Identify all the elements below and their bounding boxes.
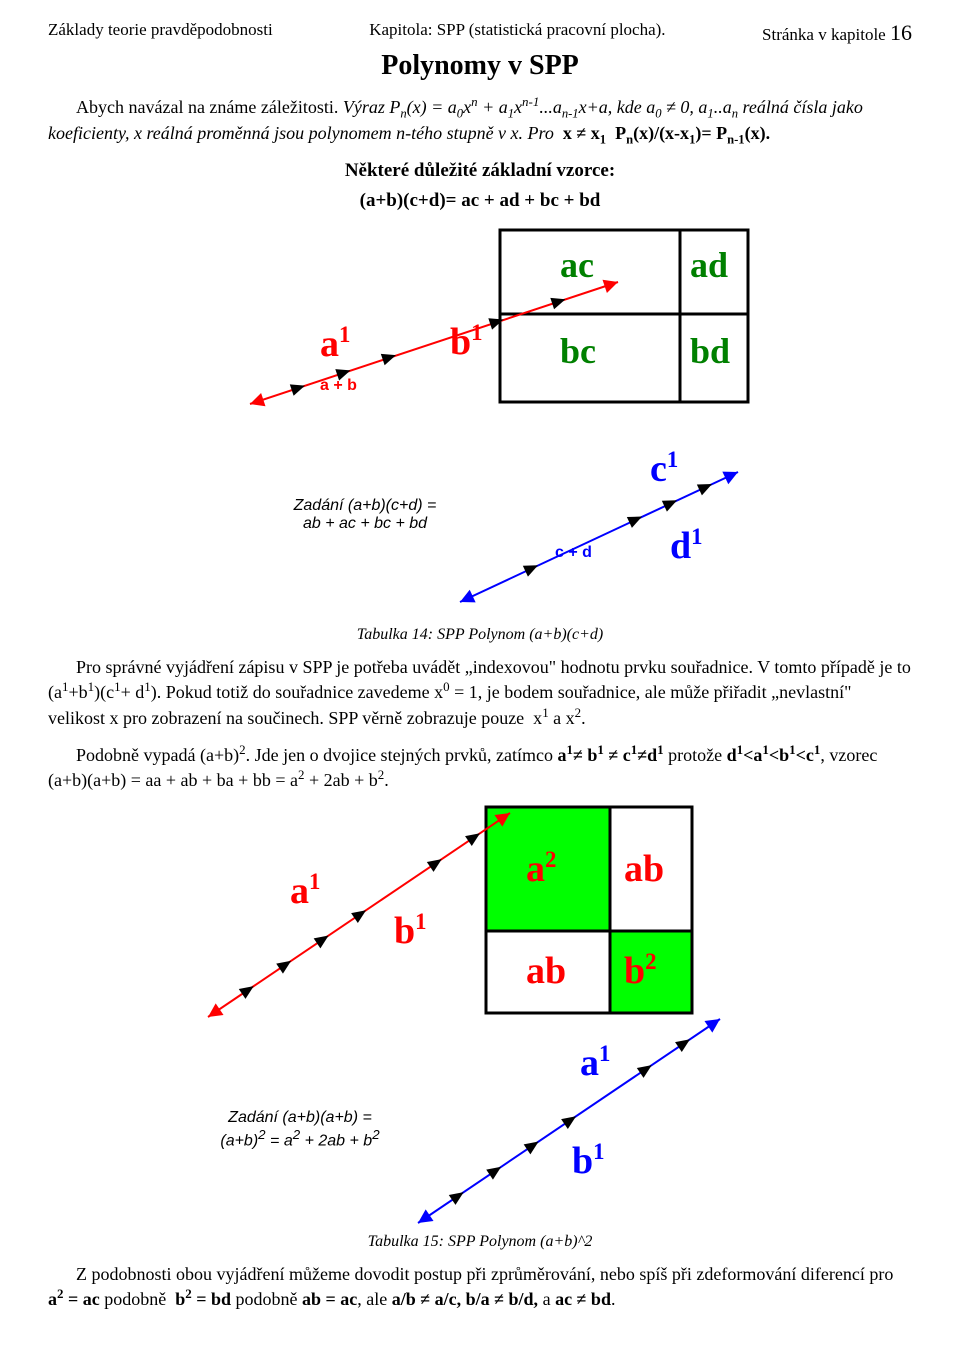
label-a: a1: [320, 322, 350, 366]
label-c-plus-d: c + d: [555, 544, 592, 562]
intro-paragraph: Abych navázal na známe záležitosti. Výra…: [48, 94, 912, 148]
hdr-right: Stránka v kapitole 16: [762, 20, 912, 46]
label-a1-blue: a1: [580, 1041, 610, 1085]
label-b: b1: [450, 320, 483, 364]
cell-ac: ac: [560, 244, 594, 286]
zadani-text-1: Zadání (a+b)(c+d) =ab + ac + bc + bd: [255, 497, 475, 533]
section-title: Některé důležité základní vzorce:: [48, 160, 912, 182]
hdr-center: Kapitola: SPP (statistická pracovní ploc…: [369, 20, 665, 46]
table-caption-15: Tabulka 15: SPP Polynom (a+b)^2: [48, 1233, 912, 1251]
para-explain-1: Pro správné vyjádření zápisu v SPP je po…: [48, 656, 912, 730]
cell-bd: bd: [690, 330, 730, 372]
para-final: Z podobnosti obou vyjádření můžeme dovod…: [48, 1263, 912, 1312]
label-b1-red: b1: [394, 909, 427, 953]
label-c: c1: [650, 447, 678, 491]
page-title: Polynomy v SPP: [48, 50, 912, 82]
diagram-abcd: ac ad bc bd a1 b1 a + b c1 d1 c + d Zadání (a+b)(c…: [200, 222, 760, 622]
table-caption-14: Tabulka 14: SPP Polynom (a+b)(c+d): [48, 626, 912, 644]
cell-ad: ad: [690, 244, 728, 286]
para-explain-2: Podobně vypadá (a+b)2. Jde jen o dvojice…: [48, 742, 912, 793]
zadani-text-2: Zadání (a+b)(a+b) =(a+b)2 = a2 + 2ab + b…: [190, 1109, 410, 1150]
cell-ab-bl: ab: [526, 949, 566, 993]
label-d: d1: [670, 524, 703, 568]
diagram-ab-squared: a2 ab ab b2 a1 b1 a1 b1 Zadání (a+b)(a+b) =(a+b)…: [140, 799, 820, 1229]
label-b1-blue: b1: [572, 1139, 605, 1183]
hdr-left: Základy teorie pravděpodobnosti: [48, 20, 273, 46]
cell-b2: b2: [624, 949, 657, 993]
cell-ab-tr: ab: [624, 847, 664, 891]
cell-a2: a2: [526, 847, 556, 891]
formula-1: (a+b)(c+d)= ac + ad + bc + bd: [48, 190, 912, 212]
label-a1-red: a1: [290, 869, 320, 913]
label-a-plus-b: a + b: [320, 377, 357, 395]
cell-bc: bc: [560, 330, 596, 372]
